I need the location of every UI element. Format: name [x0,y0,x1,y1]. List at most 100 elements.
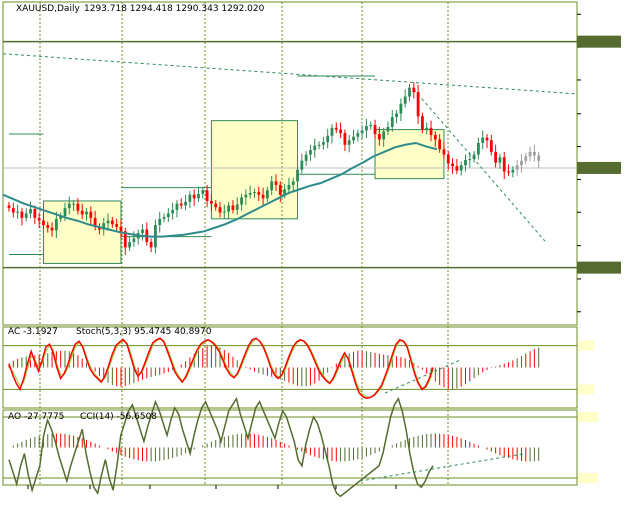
ohlc-readout: 1293.718 1294.418 1290.343 1292.020 [84,4,265,14]
candle-body [300,160,304,170]
candle-body [477,142,480,155]
candle-body [197,193,200,199]
candle-body [390,117,394,127]
candle-body [76,203,80,211]
ao-panel-title: AO -27.7775 [8,412,64,422]
candle-body [377,134,381,140]
stoch-level-tag [578,340,594,351]
candle-body [425,127,429,130]
candle-body [274,181,278,185]
price-level-tag [577,261,621,274]
candle-body [278,184,282,195]
candle-body [356,133,360,137]
candle-body [343,133,347,145]
candle-body [537,155,541,161]
candle-body [416,92,420,117]
candle-body [110,220,114,225]
candle-body [498,157,502,163]
candle-body [89,211,93,218]
candle-body [214,203,218,208]
candle-body [231,205,235,210]
candle-body [317,144,321,146]
candle-body [20,211,24,218]
candle-body [369,125,373,127]
candle-body [244,194,248,198]
candle-body [339,129,342,134]
candle-body [16,211,20,213]
candle-body [399,103,403,114]
cci-trend-line [359,453,526,482]
candle-body [42,220,45,226]
ac-panel-title: AC -3.1927 [8,327,58,337]
stoch-trend-line [384,359,461,394]
candle-body [515,165,519,170]
stoch-level-tag [578,384,594,395]
cci-panel-indicator: CCI(14) -56.6508 [80,412,157,422]
candle-body [63,208,67,217]
candle-body [218,207,222,213]
candle-body [502,157,506,172]
candle-body [438,139,442,150]
candle-body [188,194,192,202]
candle-body [265,190,269,199]
candle-body [132,238,136,243]
candle-body [481,137,485,143]
candle-body [80,210,84,215]
cci-level-tag [578,412,598,422]
candle-body [201,190,205,194]
candle-body [408,87,411,97]
candle-body [283,189,287,195]
symbol-title: XAUUSD,Daily [16,4,80,14]
candle-body [7,205,11,209]
candle-body [158,218,162,226]
candle-body [149,242,153,248]
candle-body [235,204,239,210]
candle-body [464,159,467,166]
candle-body [257,192,261,195]
candle-body [494,151,498,163]
candle-body [85,211,88,215]
candle-body [528,151,532,157]
cci-line [8,396,434,498]
candle-body [304,154,308,161]
candle-body [321,142,325,145]
candle-body [472,154,476,160]
candle-body [373,125,377,135]
candle-body [261,194,265,199]
candle-body [412,87,416,93]
candle-body [253,192,256,194]
candle-body [205,190,209,201]
candle-body [330,127,334,136]
candle-body [382,131,386,140]
candle-body [175,203,179,210]
candle-body [33,209,37,218]
candle-body [291,181,295,185]
candle-body [106,220,110,224]
candle-body [287,184,291,190]
candle-body [227,205,231,212]
candle-body [296,169,299,182]
ao-panel-frame [2,409,578,486]
candle-body [360,130,364,134]
candle-body [421,116,424,130]
price-level-tag [577,35,621,48]
ac-panel-frame [2,326,578,409]
candle-body [171,209,175,214]
candle-body [455,166,459,171]
candle-body [37,217,41,221]
candle-body [468,159,472,161]
candle-body [240,197,243,205]
candle-body [403,96,407,104]
candle-body [451,163,454,167]
candle-body [54,218,58,231]
candle-body [72,203,75,205]
candle-body [520,160,523,166]
candle-body [102,223,106,230]
candle-body [442,149,446,155]
candle-body [313,145,317,151]
candle-body [192,194,196,199]
candle-body [334,127,338,130]
candle-body [507,171,510,173]
candle-body [119,226,123,232]
candle-body [11,208,15,213]
